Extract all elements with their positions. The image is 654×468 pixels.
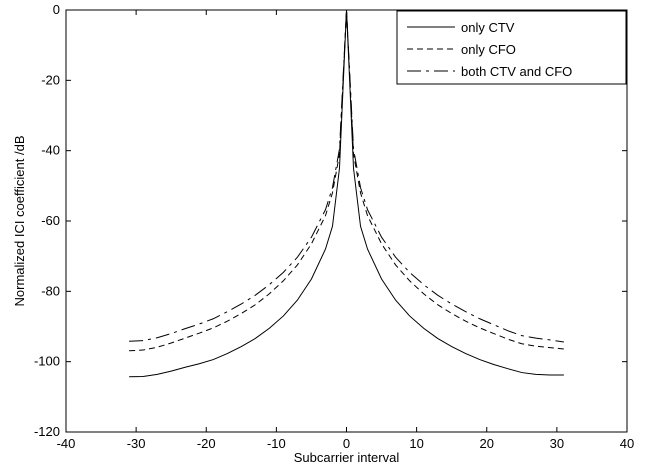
y-tick-label: -80 <box>41 283 60 298</box>
legend-label-1: only CTV <box>461 20 515 35</box>
x-tick-label: 20 <box>480 436 494 451</box>
x-tick-label: 40 <box>620 436 634 451</box>
axes-layer: -40 -30 -20 -10 0 10 20 30 400-20-40-60-80-100-1… <box>34 2 634 451</box>
y-tick-label: -120 <box>34 424 60 439</box>
x-tick-label: -40 <box>57 436 76 451</box>
legend: only CTV only CFO both CTV and CFO <box>396 10 627 85</box>
y-tick-label: 0 <box>53 2 60 17</box>
y-tick-label: -60 <box>41 213 60 228</box>
series-line-2 <box>129 9 564 352</box>
y-axis-title: Normalized ICI coefficient /dB <box>12 136 27 307</box>
x-tick-label: 10 <box>409 436 423 451</box>
x-tick-label: 30 <box>550 436 564 451</box>
x-tick-label: -10 <box>267 436 286 451</box>
x-tick-label: 0 <box>343 436 350 451</box>
series-line-3 <box>129 9 564 343</box>
x-axis-title: Subcarrier interval <box>294 450 400 465</box>
x-tick-label: -30 <box>127 436 146 451</box>
x-tick-label: -20 <box>197 436 216 451</box>
y-tick-label: -100 <box>34 354 60 369</box>
legend-label-2: only CFO <box>461 42 516 57</box>
legend-label-3: both CTV and CFO <box>461 64 572 79</box>
legend-box <box>396 10 627 85</box>
y-tick-label: -20 <box>41 72 60 87</box>
y-tick-label: -40 <box>41 143 60 158</box>
